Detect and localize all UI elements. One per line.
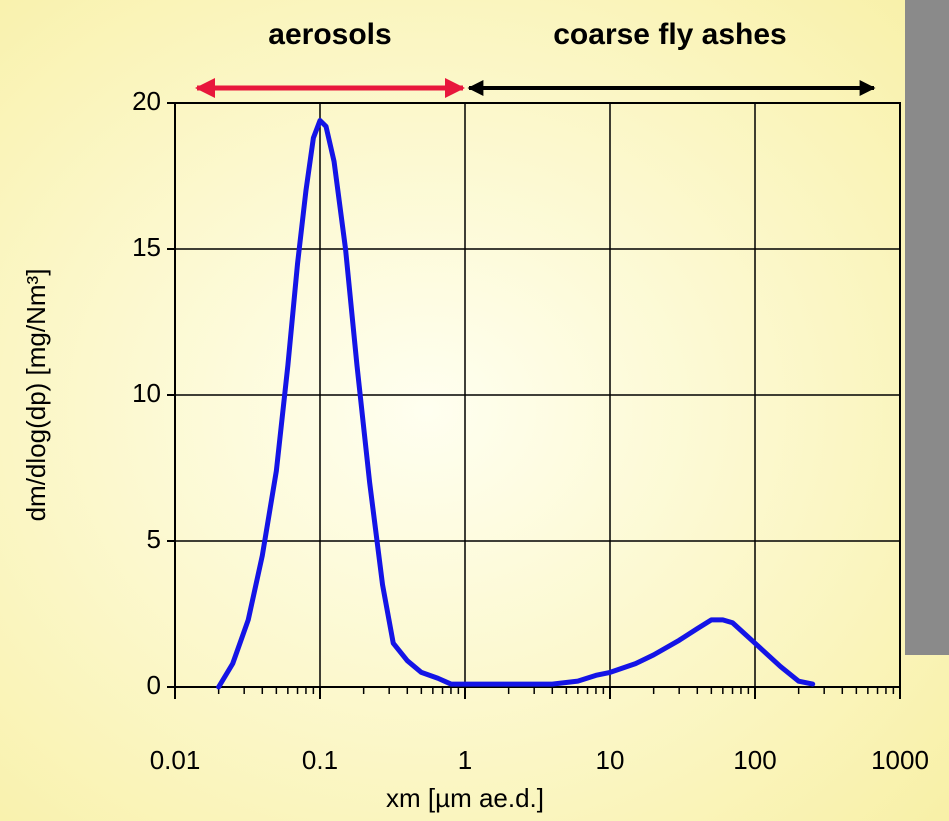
y-tick-label: 10 [132, 378, 161, 408]
x-tick-label: 0.1 [302, 745, 338, 775]
y-tick-label: 5 [147, 524, 161, 554]
x-axis-label: xm [µm ae.d.] [386, 783, 544, 813]
x-tick-label: 1 [458, 745, 472, 775]
x-tick-label: 0.01 [150, 745, 201, 775]
annotation: coarse fly ashes [553, 18, 786, 51]
annotation: aerosols [268, 18, 391, 51]
y-tick-label: 20 [132, 86, 161, 116]
chart: aerosols coarse fly ashes xm [µm ae.d.] … [0, 0, 949, 821]
background [0, 0, 949, 821]
x-tick-label: 1000 [871, 745, 929, 775]
x-tick-label: 100 [733, 745, 776, 775]
sem-image [905, 0, 949, 655]
y-tick-label: 15 [132, 232, 161, 262]
x-tick-label: 10 [596, 745, 625, 775]
page: aerosols coarse fly ashes xm [µm ae.d.] … [0, 0, 949, 821]
y-axis-label: dm/dlog(dp) [mg/Nm³] [21, 269, 51, 522]
y-tick-label: 0 [147, 670, 161, 700]
